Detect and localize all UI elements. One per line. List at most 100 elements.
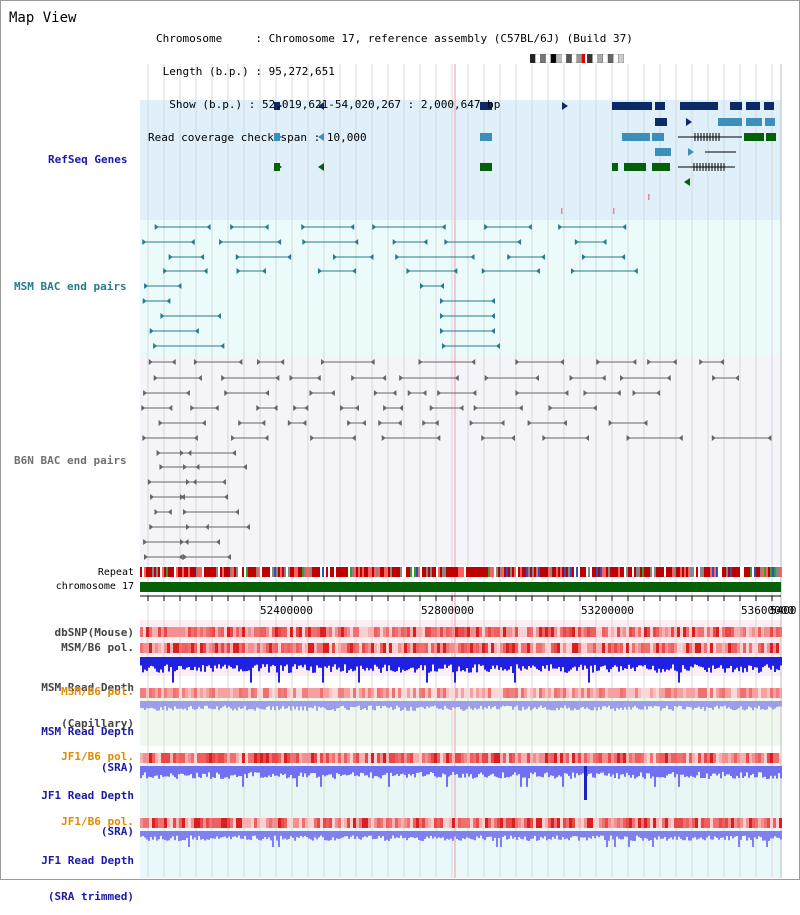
jf1-pol-heat-cell xyxy=(365,753,368,763)
jf1-pol-trim-heat-cell xyxy=(398,818,401,828)
msm-pol-heat-cell xyxy=(299,643,302,653)
msm-pol-heat-cell xyxy=(188,643,191,653)
msm-capillary-depth-bar xyxy=(744,657,746,669)
jf1-sra-depth-bar xyxy=(510,766,512,777)
msm-capillary-depth-bar xyxy=(366,657,368,668)
msm-pol-heat-cell xyxy=(596,643,599,653)
msm-capillary-depth-bar xyxy=(680,657,682,673)
msm-sra-depth-bar xyxy=(372,701,374,710)
jf1-sra-depth-bar xyxy=(512,766,514,775)
bac-end-marker xyxy=(235,254,240,260)
msm-capillary-depth-bar xyxy=(674,657,676,671)
dbsnp-heat-cell xyxy=(446,627,449,637)
jf1-trim-depth-bar xyxy=(482,831,484,839)
jf1-trim-depth-bar xyxy=(146,831,148,840)
repeat-segment xyxy=(148,567,150,577)
msm-pol-heat-cell xyxy=(266,643,269,653)
repeat-segment xyxy=(656,567,658,577)
msm-pol-sra-heat-cell xyxy=(707,688,710,698)
dbsnp-heat-cell xyxy=(185,627,188,637)
jf1-sra-depth-bar xyxy=(544,766,546,774)
jf1-pol-trim-heat-cell xyxy=(728,818,731,828)
msm-sra-depth-bar xyxy=(174,701,176,707)
jf1-sra-depth-bar xyxy=(608,766,610,774)
jf1-sra-depth-bar xyxy=(696,766,698,776)
repeat-segment xyxy=(478,567,480,577)
msm-pol-heat-cell xyxy=(689,643,692,653)
jf1-pol-heat-cell xyxy=(326,753,329,763)
jf1-trim-depth-bar xyxy=(542,831,544,839)
jf1-trim-depth-bar xyxy=(330,831,332,840)
msm-pol-heat-cell xyxy=(242,643,245,653)
repeat-segment xyxy=(284,567,286,577)
jf1-pol-heat-cell xyxy=(323,753,326,763)
msm-capillary-depth-bar xyxy=(664,657,666,672)
msm-sra-depth-bar xyxy=(436,701,438,708)
dbsnp-heat-cell xyxy=(746,627,749,637)
jf1-sra-depth-bar xyxy=(392,766,394,777)
msm-sra-depth-bar xyxy=(562,701,564,709)
jf1-pol-trim-heat-cell xyxy=(452,818,455,828)
msm-capillary-depth-bar xyxy=(424,657,426,666)
dbsnp-heat-cell xyxy=(728,627,731,637)
gene-arrow xyxy=(318,133,324,141)
jf1-sra-depth-bar xyxy=(750,766,752,776)
msm-capillary-depth-bar xyxy=(526,657,528,670)
jf1-sra-depth-bar xyxy=(424,766,426,776)
dbsnp-heat-cell xyxy=(212,627,215,637)
jf1-pol-trim-heat-cell xyxy=(656,818,659,828)
msm-capillary-depth-bar xyxy=(382,657,384,668)
repeat-segment xyxy=(204,567,206,577)
msm-bac-track-background xyxy=(140,220,781,355)
dbsnp-heat-cell xyxy=(581,627,584,637)
jf1-pol-trim-heat-cell xyxy=(512,818,515,828)
msm-sra-depth-bar xyxy=(484,701,486,708)
msm-pol-heat-cell xyxy=(722,643,725,653)
dbsnp-heat-cell xyxy=(533,627,536,637)
jf1-trim-depth-bar xyxy=(634,831,636,841)
track-label-refseq-genes[interactable]: RefSeq Genes xyxy=(48,153,128,166)
gene-block xyxy=(680,102,718,110)
track-label-b6n-bac-end-pairs[interactable]: B6N BAC end pairs xyxy=(14,454,127,467)
gene-block xyxy=(480,102,492,110)
jf1-pol-trim-heat-cell xyxy=(749,818,752,828)
jf1-pol-trim-heat-cell xyxy=(290,818,293,828)
view-title: Map View xyxy=(9,10,77,26)
bac-end-marker xyxy=(632,390,637,396)
jf1-pol-trim-heat-cell xyxy=(740,818,743,828)
jf1-trim-depth-bar xyxy=(258,831,260,840)
repeat-segment xyxy=(634,567,636,577)
jf1-pol-heat-cell xyxy=(368,753,371,763)
bac-end-marker xyxy=(352,268,357,274)
msm-pol-sra-heat-cell xyxy=(503,688,506,698)
chromosome-ideogram[interactable] xyxy=(529,53,625,64)
jf1-pol-heat-cell xyxy=(704,753,707,763)
msm-capillary-depth-bar xyxy=(590,657,592,666)
repeat-segment xyxy=(538,567,540,577)
jf1-trim-depth-bar xyxy=(342,831,344,838)
jf1-trim-depth-bar xyxy=(162,831,164,840)
bac-end-marker xyxy=(183,509,187,515)
track-label-msm-bac-end-pairs[interactable]: MSM BAC end pairs xyxy=(14,280,127,293)
msm-sra-depth-bar xyxy=(230,701,232,709)
jf1-pol-trim-heat-cell xyxy=(542,818,545,828)
msm-pol-sra-heat-cell xyxy=(542,688,545,698)
jf1-trim-depth-bar xyxy=(680,831,682,839)
msm-pol-sra-heat-cell xyxy=(317,688,320,698)
jf1-sra-depth-bar xyxy=(740,766,742,773)
ideogram-graphic xyxy=(529,53,624,64)
repeat-segment xyxy=(778,567,780,577)
repeat-segment xyxy=(598,567,600,577)
bac-end-marker xyxy=(643,420,648,426)
jf1-pol-heat-cell xyxy=(602,753,605,763)
msm-capillary-depth-bar xyxy=(172,657,174,683)
msm-sra-depth-bar xyxy=(292,701,294,707)
msm-pol-heat-cell xyxy=(320,643,323,653)
msm-pol-sra-heat-cell xyxy=(569,688,572,698)
jf1-sra-depth-bar xyxy=(322,766,324,775)
jf1-sra-depth-bar xyxy=(168,766,170,777)
jf1-pol-heat-cell xyxy=(584,753,587,763)
jf1-trim-depth-bar xyxy=(754,831,756,838)
repeat-segment xyxy=(220,567,222,577)
msm-sra-depth-bar xyxy=(742,701,744,710)
